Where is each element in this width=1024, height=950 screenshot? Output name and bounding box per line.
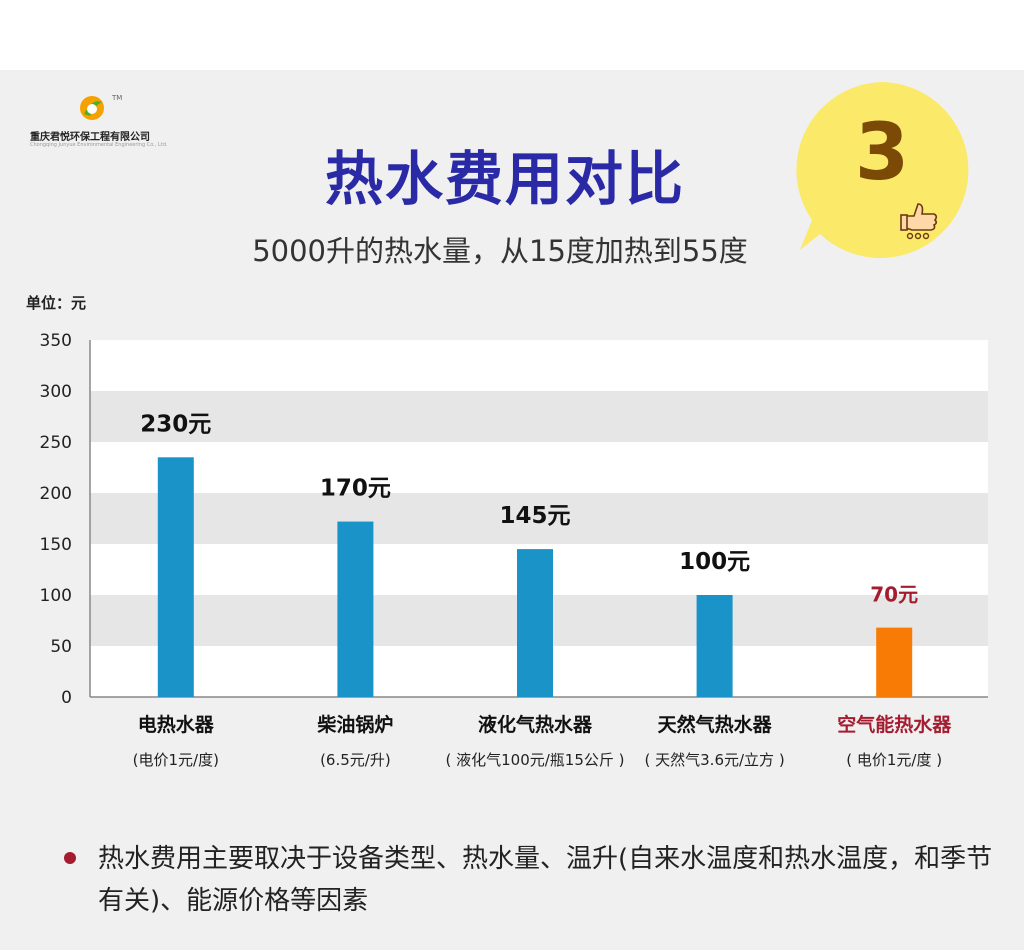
logo-subtitle: Chongqing Junyue Environmental Engineeri… <box>30 142 168 148</box>
data-label: 100元 <box>679 549 750 575</box>
x-tick-label: 液化气热水器 <box>478 713 593 736</box>
category-note: (6.5元/升) <box>320 751 391 769</box>
y-tick-label: 300 <box>40 382 72 402</box>
thumbs-up-icon <box>900 203 938 240</box>
company-logo: TM 重庆君悦环保工程有限公司 Chongqing Junyue Environ… <box>30 94 170 150</box>
y-tick-label: 0 <box>61 688 72 708</box>
bar <box>696 595 733 697</box>
y-tick-label: 350 <box>40 331 72 351</box>
top-band <box>0 0 1024 70</box>
grid-band <box>90 391 988 442</box>
y-tick-label: 250 <box>40 433 72 453</box>
data-label: 170元 <box>320 476 391 502</box>
logo-tm: TM <box>112 94 123 102</box>
y-tick-label: 100 <box>40 586 72 606</box>
grid-band <box>90 493 988 544</box>
logo-icon <box>80 96 104 120</box>
x-tick-label: 空气能热水器 <box>837 713 952 736</box>
category-note: ( 电价1元/度 ) <box>846 751 942 769</box>
page-title: 热水费用对比 <box>324 145 685 213</box>
bottom-note-text: 热水费用主要取决于设备类型、热水量、温升(自来水温度和热水温度，和季节有关)、能… <box>98 844 993 916</box>
y-tick-label: 50 <box>50 637 72 657</box>
y-tick-label: 150 <box>40 535 72 555</box>
x-tick-label: 柴油锅炉 <box>316 713 393 736</box>
bottom-note: 热水费用主要取决于设备类型、热水量、温升(自来水温度和热水温度，和季节有关)、能… <box>64 838 1006 922</box>
unit-label: 单位：元 <box>26 294 87 312</box>
bar <box>517 549 553 697</box>
bar <box>157 457 194 697</box>
badge-number: 3 <box>854 108 910 198</box>
category-note: (电价1元/度) <box>133 751 219 769</box>
data-label: 145元 <box>499 503 570 529</box>
data-label: 230元 <box>140 411 211 437</box>
category-note: ( 液化气100元/瓶15公斤 ) <box>445 751 624 769</box>
x-tick-label: 电热水器 <box>138 713 215 736</box>
bar <box>876 627 913 697</box>
bullet-icon <box>64 852 76 864</box>
logo-name: 重庆君悦环保工程有限公司 <box>30 132 150 143</box>
page-subtitle: 5000升的热水量，从15度加热到55度 <box>252 234 748 268</box>
step-badge: 3 <box>790 78 974 262</box>
x-tick-label: 天然气热水器 <box>658 713 773 736</box>
y-tick-label: 200 <box>40 484 72 504</box>
category-note: ( 天然气3.6元/立方 ) <box>645 751 785 769</box>
data-label: 70元 <box>870 583 918 607</box>
bar <box>337 521 374 697</box>
